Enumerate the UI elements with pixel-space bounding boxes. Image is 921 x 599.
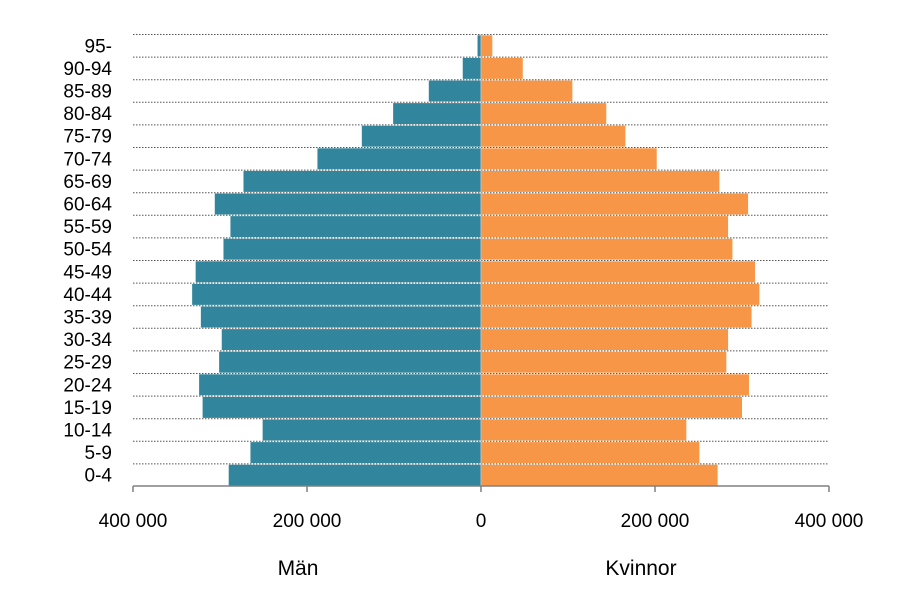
age-group-label: 5-9 [85,443,112,464]
age-group-label: 15-19 [63,398,112,419]
age-group-label: 25-29 [63,353,112,374]
age-group-label: 20-24 [63,375,112,396]
bar-men-75-79 [361,125,481,147]
bar-men-25-29 [219,351,481,373]
bar-men-85-89 [428,80,481,102]
bar-women-95- [481,35,493,57]
x-tick-label: 200 000 [273,511,342,532]
x-tick-label: 400 000 [795,511,864,532]
x-tick-label: 400 000 [99,511,168,532]
age-group-label: 70-74 [63,149,112,170]
bar-women-0-4 [481,464,718,486]
bar-women-40-44 [481,283,760,305]
age-group-label: 55-59 [63,217,112,238]
bar-women-10-14 [481,419,687,441]
bar-women-5-9 [481,442,700,464]
bar-women-80-84 [481,103,607,125]
age-group-label: 50-54 [63,240,112,261]
bar-men-30-34 [221,329,482,351]
bar-men-55-59 [230,216,481,238]
bar-women-70-74 [481,148,657,170]
bar-men-90-94 [462,57,481,79]
bar-men-5-9 [250,442,481,464]
bar-women-35-39 [481,306,752,328]
bar-men-70-74 [317,148,481,170]
bar-men-50-54 [223,238,482,260]
side-label-men: Män [278,557,319,580]
age-group-label: 60-64 [63,195,112,216]
bar-women-20-24 [481,374,749,396]
bar-men-10-14 [262,419,481,441]
age-group-label: 10-14 [63,421,112,442]
bar-men-65-69 [243,170,481,192]
bar-men-40-44 [192,283,481,305]
bar-men-0-4 [228,464,481,486]
bar-women-30-34 [481,329,729,351]
age-group-label: 35-39 [63,308,112,329]
bar-women-65-69 [481,170,720,192]
age-group-label: 95- [85,36,112,57]
x-tick-label: 0 [476,511,487,532]
age-group-label: 85-89 [63,82,112,103]
x-axis: 400 000 200 000 0 200 000 400 000 [99,34,864,532]
bar-women-75-79 [481,125,626,147]
bar-women-25-29 [481,351,727,373]
bar-women-15-19 [481,396,742,418]
x-tick-label: 200 000 [621,511,690,532]
bar-women-55-59 [481,216,729,238]
age-group-label: 0-4 [85,466,113,487]
age-group-labels: 0-45-910-1415-1920-2425-2930-3435-3940-4… [63,36,112,486]
bar-men-45-49 [195,261,481,283]
bar-women-60-64 [481,193,749,215]
age-group-label: 45-49 [63,262,112,283]
bar-men-95- [477,35,481,57]
bar-men-60-64 [214,193,481,215]
side-label-women: Kvinnor [605,557,676,580]
age-group-label: 40-44 [63,285,112,306]
age-group-label: 30-34 [63,330,112,351]
bar-women-45-49 [481,261,756,283]
age-group-label: 90-94 [63,59,112,80]
bar-women-50-54 [481,238,733,260]
bar-women-85-89 [481,80,573,102]
bar-men-15-19 [202,396,481,418]
bar-men-20-24 [199,374,481,396]
bar-women-90-94 [481,57,523,79]
bar-men-35-39 [200,306,482,328]
bars [192,35,760,486]
age-group-label: 65-69 [63,172,112,193]
bar-men-80-84 [393,103,481,125]
age-group-label: 75-79 [63,127,112,148]
age-group-label: 80-84 [63,104,112,125]
